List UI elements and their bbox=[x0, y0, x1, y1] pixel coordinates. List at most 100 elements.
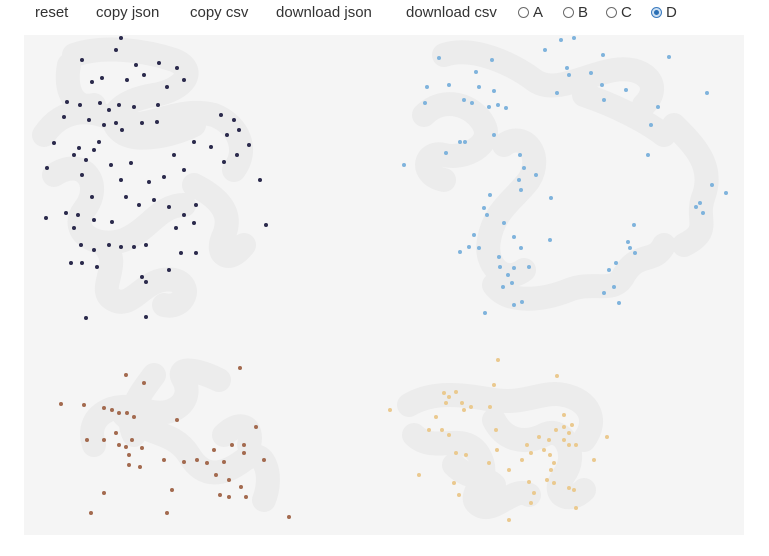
blob-bl-1 bbox=[80, 358, 231, 457]
point bbox=[92, 148, 96, 152]
point bbox=[69, 261, 73, 265]
radio-c[interactable]: C bbox=[606, 2, 632, 22]
point bbox=[462, 408, 466, 412]
point bbox=[172, 153, 176, 157]
blob-br-3 bbox=[482, 408, 596, 510]
point bbox=[258, 178, 262, 182]
point bbox=[175, 418, 179, 422]
point bbox=[127, 463, 131, 467]
blob-tl-6 bbox=[55, 53, 106, 118]
download-csv-button[interactable]: download csv bbox=[406, 4, 497, 21]
radio-a[interactable]: A bbox=[518, 2, 543, 22]
point bbox=[124, 445, 128, 449]
point bbox=[97, 140, 101, 144]
point bbox=[464, 453, 468, 457]
point bbox=[107, 243, 111, 247]
point bbox=[506, 273, 510, 277]
radio-d[interactable]: D bbox=[651, 2, 677, 22]
point bbox=[132, 105, 136, 109]
point bbox=[454, 390, 458, 394]
plot-canvas[interactable] bbox=[24, 35, 744, 535]
copy-csv-button[interactable]: copy csv bbox=[190, 4, 249, 21]
point bbox=[147, 180, 151, 184]
point bbox=[444, 401, 448, 405]
point bbox=[567, 431, 571, 435]
point bbox=[470, 101, 474, 105]
point bbox=[227, 478, 231, 482]
reset-button[interactable]: reset bbox=[35, 4, 69, 21]
point bbox=[232, 118, 236, 122]
point bbox=[402, 163, 406, 167]
point bbox=[87, 118, 91, 122]
point bbox=[447, 83, 451, 87]
point bbox=[519, 246, 523, 250]
point bbox=[667, 55, 671, 59]
point bbox=[242, 451, 246, 455]
point bbox=[165, 511, 169, 515]
point bbox=[574, 443, 578, 447]
download-json-button[interactable]: download json bbox=[276, 4, 372, 21]
point bbox=[567, 443, 571, 447]
point bbox=[182, 78, 186, 82]
point bbox=[496, 358, 500, 362]
point bbox=[110, 408, 114, 412]
point bbox=[117, 103, 121, 107]
point bbox=[129, 161, 133, 165]
point bbox=[137, 203, 141, 207]
point bbox=[602, 98, 606, 102]
blob-br-4 bbox=[442, 453, 506, 497]
point bbox=[102, 491, 106, 495]
point bbox=[490, 58, 494, 62]
point bbox=[543, 48, 547, 52]
radio-b-label: B bbox=[578, 3, 589, 21]
blob-tl-5 bbox=[182, 173, 256, 268]
radio-c-circle[interactable] bbox=[606, 6, 617, 18]
blob-tr-2 bbox=[412, 92, 498, 192]
radio-b-circle[interactable] bbox=[563, 6, 574, 18]
point bbox=[227, 495, 231, 499]
point bbox=[460, 401, 464, 405]
radio-b[interactable]: B bbox=[563, 2, 588, 22]
point bbox=[565, 66, 569, 70]
blob-layer bbox=[32, 37, 719, 519]
point bbox=[167, 205, 171, 209]
point bbox=[119, 245, 123, 249]
radio-d-circle[interactable] bbox=[651, 6, 662, 18]
point bbox=[434, 415, 438, 419]
point bbox=[477, 246, 481, 250]
point bbox=[487, 461, 491, 465]
radio-c-label: C bbox=[621, 3, 632, 21]
point bbox=[59, 402, 63, 406]
point bbox=[107, 108, 111, 112]
point bbox=[626, 240, 630, 244]
point bbox=[592, 458, 596, 462]
point bbox=[192, 221, 196, 225]
point bbox=[65, 100, 69, 104]
point bbox=[570, 423, 574, 427]
point bbox=[510, 281, 514, 285]
point bbox=[463, 140, 467, 144]
point bbox=[485, 213, 489, 217]
blob-br-1 bbox=[397, 382, 603, 452]
point bbox=[237, 128, 241, 132]
radio-a-circle[interactable] bbox=[518, 6, 529, 18]
point bbox=[244, 495, 248, 499]
scatter-svg[interactable] bbox=[24, 35, 744, 535]
series-dark bbox=[44, 36, 268, 320]
point bbox=[214, 473, 218, 477]
point bbox=[457, 493, 461, 497]
point bbox=[628, 246, 632, 250]
point bbox=[84, 316, 88, 320]
copy-json-button[interactable]: copy json bbox=[96, 4, 160, 21]
point bbox=[239, 485, 243, 489]
point bbox=[492, 133, 496, 137]
point bbox=[109, 163, 113, 167]
point bbox=[219, 113, 223, 117]
point bbox=[562, 438, 566, 442]
point bbox=[452, 481, 456, 485]
point bbox=[124, 195, 128, 199]
point bbox=[238, 366, 242, 370]
point bbox=[614, 261, 618, 265]
point bbox=[225, 133, 229, 137]
point bbox=[235, 153, 239, 157]
